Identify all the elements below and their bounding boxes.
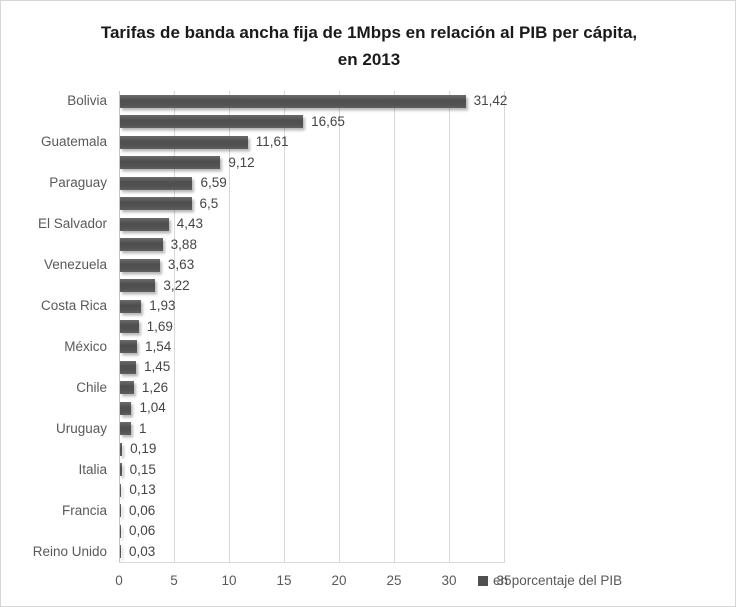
bar-row-8: [120, 238, 163, 252]
value-label: 3,22: [163, 277, 190, 293]
value-label: 0,13: [129, 482, 156, 498]
x-tick-label: 15: [276, 573, 292, 588]
value-label: 3,88: [170, 236, 197, 252]
value-label: 0,19: [130, 441, 157, 457]
value-label: 0,03: [129, 543, 156, 559]
bar-paraguay: [120, 176, 193, 190]
bar-row-20: [120, 483, 122, 497]
bar-uruguay: [120, 422, 131, 436]
x-tick-label: 25: [386, 573, 402, 588]
value-label: 1,26: [141, 379, 169, 395]
value-label: 1,69: [146, 318, 173, 334]
gridline-x-20: [339, 91, 340, 562]
value-label: 1,45: [143, 359, 171, 375]
category-label: Costa Rica: [40, 298, 107, 314]
value-label: 6,5: [199, 195, 219, 211]
gridline-x-5: [174, 91, 175, 562]
bar-row-6: [120, 197, 192, 211]
bar-bolivia: [120, 94, 466, 108]
category-label: Reino Unido: [32, 543, 107, 559]
bar-row-10: [120, 279, 156, 293]
category-label: México: [64, 338, 107, 354]
value-label: 1: [139, 420, 147, 436]
bar-chile: [120, 381, 134, 395]
value-label: 1,04: [139, 400, 166, 416]
value-label: 0,06: [129, 502, 156, 518]
category-label: Guatemala: [40, 134, 107, 150]
x-tick-label: 35: [496, 573, 512, 588]
value-label: 11,61: [255, 134, 289, 150]
value-label: 3,63: [167, 257, 195, 273]
x-tick-label: 5: [170, 573, 178, 588]
bar-italia: [120, 463, 122, 477]
bar-row-12: [120, 320, 139, 333]
category-label: Paraguay: [49, 175, 107, 191]
category-label: El Salvador: [37, 216, 107, 232]
x-axis-line: [119, 562, 505, 563]
legend-swatch-icon: [478, 575, 488, 586]
bar-venezuela: [120, 258, 160, 272]
value-label: 1,54: [144, 338, 172, 354]
chart-legend: en porcentaje del PIB: [478, 573, 622, 588]
x-tick-label: 10: [221, 573, 237, 588]
bar-row-4: [120, 156, 221, 170]
x-tick-label: 0: [115, 573, 123, 588]
value-label: 6,59: [200, 175, 227, 191]
gridline-x-15: [284, 91, 285, 562]
chart-title-line1: Tarifas de banda ancha fija de 1Mbps en …: [100, 23, 638, 42]
bar-row-18: [120, 442, 123, 456]
gridline-x-10: [229, 91, 230, 562]
value-label: 0,06: [129, 523, 156, 539]
bar-guatemala: [120, 135, 248, 149]
category-label: Venezuela: [43, 257, 107, 273]
value-label: 0,15: [129, 461, 156, 477]
y-axis-line: [119, 91, 120, 562]
value-label: 1,93: [149, 298, 176, 314]
value-label: 9,12: [228, 154, 255, 170]
gridline-x-30: [449, 91, 450, 562]
category-label: Bolivia: [67, 93, 107, 109]
category-label: Uruguay: [55, 420, 107, 436]
bar-row-22: [120, 524, 121, 538]
x-tick-label: 30: [441, 573, 457, 588]
bar-costa-rica: [120, 299, 142, 313]
bar-reino-unido: [120, 545, 121, 559]
bar-méxico: [120, 340, 137, 354]
value-label: 31,42: [473, 93, 508, 109]
bar-row-2: [120, 115, 304, 129]
category-label: Chile: [76, 379, 107, 395]
gridline-x-25: [394, 91, 395, 562]
bar-row-16: [120, 401, 132, 415]
legend-label: en porcentaje del PIB: [493, 573, 623, 588]
value-label: 4,43: [176, 216, 203, 232]
category-label: Italia: [78, 461, 107, 477]
bar-francia: [120, 504, 121, 518]
bar-el-salvador: [120, 217, 169, 231]
x-tick-label: 20: [331, 573, 347, 588]
gridline-x-35: [504, 91, 505, 562]
chart-title-line2: en 2013: [337, 50, 401, 69]
value-label: 16,65: [311, 113, 345, 129]
chart-title: Tarifas de banda ancha fija de 1Mbps en …: [1, 19, 735, 73]
bar-row-14: [120, 360, 136, 374]
category-label: Francia: [61, 502, 107, 518]
